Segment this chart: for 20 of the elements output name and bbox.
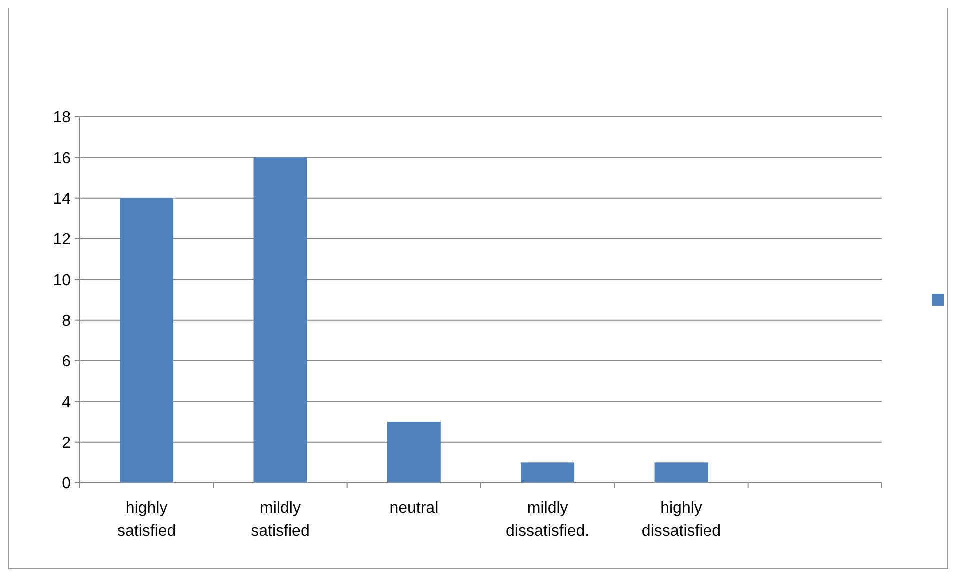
y-tick-label: 12 [53, 232, 72, 249]
x-tick-label: neutral [390, 500, 439, 517]
x-tick-label: mildly dissatisfied. [506, 500, 590, 540]
bar [654, 462, 708, 483]
x-tick-label: highly satisfied [117, 500, 176, 540]
x-tick-label: mildly satisfied [251, 500, 310, 540]
y-tick-label: 14 [53, 190, 72, 208]
bar [387, 422, 441, 483]
y-tick-label: 16 [53, 150, 72, 168]
y-tick-label: 10 [53, 272, 72, 290]
y-tick-label: 0 [62, 476, 72, 493]
y-tick-label: 6 [62, 354, 72, 371]
bar [120, 198, 174, 483]
y-tick-label: 18 [53, 110, 72, 127]
y-tick-label: 8 [62, 312, 72, 330]
y-tick-label: 4 [62, 394, 72, 412]
bar [254, 158, 308, 483]
y-tick-label: 2 [62, 434, 72, 452]
bar [521, 462, 575, 483]
x-tick-label: highly dissatisfied [642, 500, 722, 540]
